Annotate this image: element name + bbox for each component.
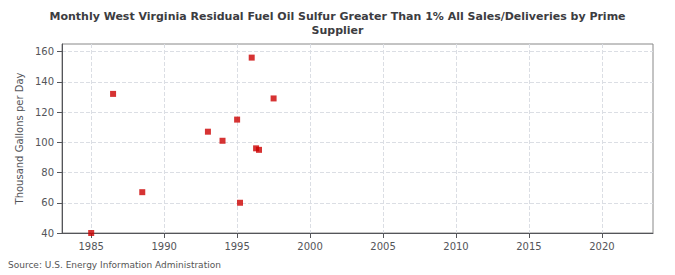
svg-text:60: 60 — [41, 197, 54, 208]
svg-text:40: 40 — [41, 228, 54, 239]
svg-text:2010: 2010 — [443, 241, 468, 252]
svg-text:140: 140 — [35, 76, 54, 87]
svg-text:2000: 2000 — [297, 241, 322, 252]
svg-text:1985: 1985 — [78, 241, 103, 252]
svg-text:120: 120 — [35, 107, 54, 118]
svg-text:80: 80 — [41, 167, 54, 178]
svg-text:Monthly West Virginia Residual: Monthly West Virginia Residual Fuel Oil … — [49, 10, 625, 23]
svg-text:Supplier: Supplier — [312, 24, 365, 37]
svg-text:Source: U.S. Energy Informatio: Source: U.S. Energy Information Administ… — [8, 260, 221, 270]
svg-text:Thousand Gallons per Day: Thousand Gallons per Day — [14, 72, 25, 205]
svg-text:2015: 2015 — [516, 241, 541, 252]
svg-text:100: 100 — [35, 137, 54, 148]
svg-text:1995: 1995 — [224, 241, 249, 252]
svg-text:2020: 2020 — [589, 241, 614, 252]
svg-text:160: 160 — [35, 46, 54, 57]
svg-text:1990: 1990 — [151, 241, 176, 252]
svg-text:2005: 2005 — [370, 241, 395, 252]
